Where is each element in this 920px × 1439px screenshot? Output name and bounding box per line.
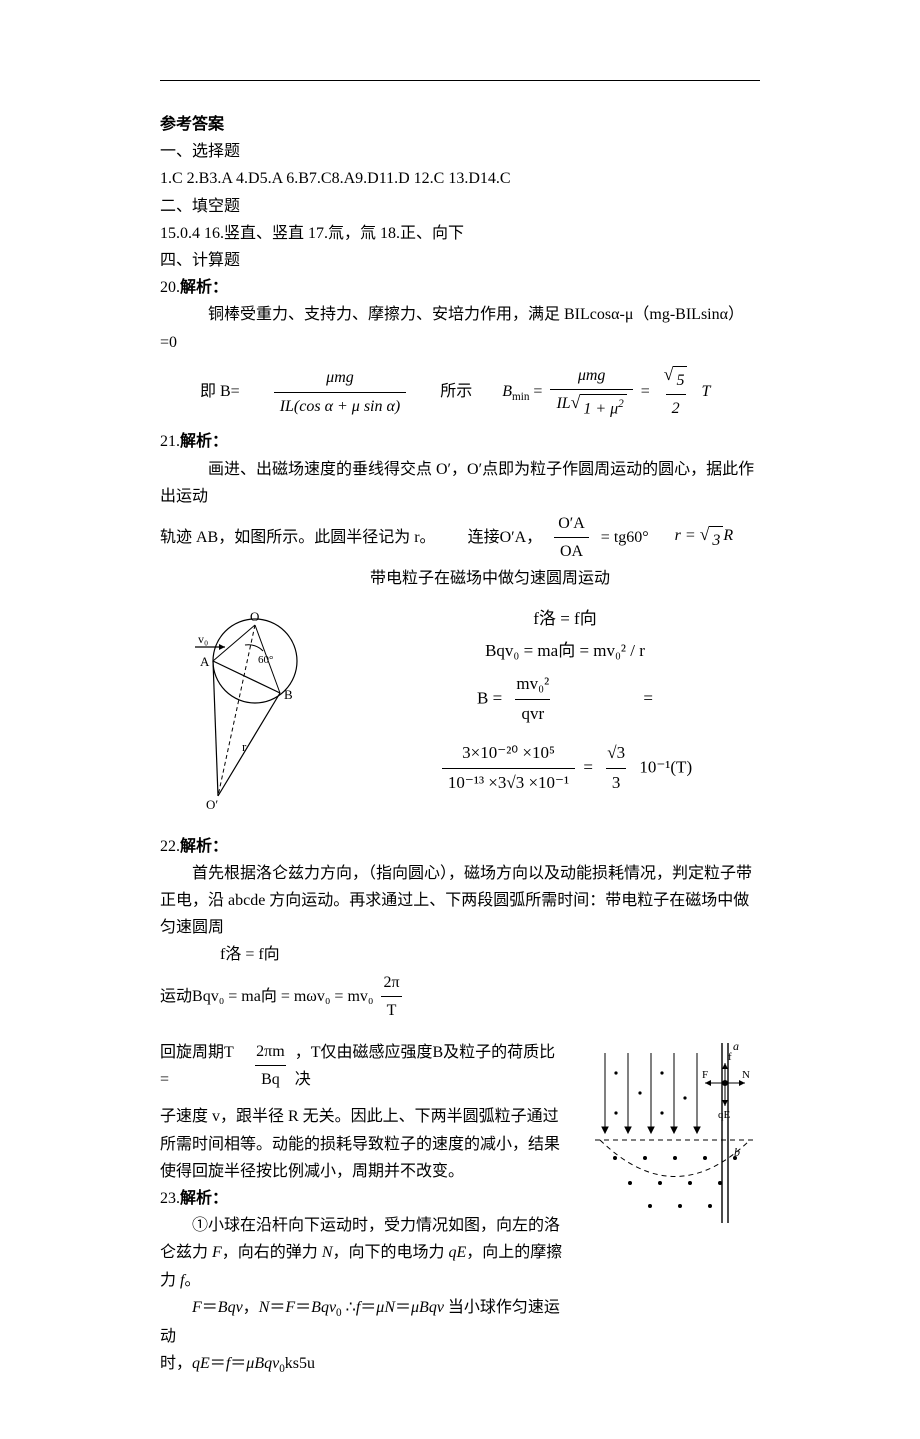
q22-q23-two-col: 回旋周期T = 2πm Bq ，T仅由磁感应强度B及粒子的荷质比决 子速度 v，…	[160, 1038, 760, 1379]
svg-text:O: O	[250, 609, 259, 624]
q20-frac1: μmg IL(cos α + μ sin α)	[274, 364, 407, 419]
q21-line2: 轨迹 AB，如图所示。此圆半径记为 r。 连接O′A， O′A OA = tg6…	[160, 510, 760, 565]
q21-r-tail: R	[723, 527, 733, 544]
q22-period-row: 回旋周期T = 2πm Bq ，T仅由磁感应强度B及粒子的荷质比决	[160, 1038, 570, 1093]
mc-answers-line: 1.C 2.B3.A 4.D5.A 6.B7.C8.A9.D11.D 12.C …	[160, 165, 760, 192]
q21-line1: 画进、出磁场速度的垂线得交点 O′，O′点即为粒子作圆周运动的圆心，据此作出运动	[160, 456, 760, 510]
q20-bmin-sqrt-sup: 2	[618, 398, 624, 410]
q21-figure: v₀ A O 60° B r O′	[160, 601, 350, 825]
q21-line2b-prefix: 连接O′A，	[468, 524, 543, 551]
q20-bmin-sqrt: 1 + μ	[583, 400, 618, 417]
q21-eq2: Bqv₀ = ma向 = mv₀² / r	[370, 637, 760, 666]
q23-eq: F＝Bqv，N＝F＝Bqv0 ∴f＝μN＝μBqv 当小球作匀速运动	[160, 1294, 570, 1350]
q20-bmin-rhsden: 2	[666, 394, 686, 422]
fill-blank-line: 15.0.4 16.竖直、竖直 17.氚，氚 18.正、向下	[160, 220, 760, 247]
svg-text:B: B	[284, 687, 293, 702]
q20-bmin-unit: T	[701, 383, 710, 400]
q21-figure-row: v₀ A O 60° B r O′ f洛 = f向 Bqv₀ = ma向 = m…	[160, 601, 760, 825]
q21-eq-column: f洛 = f向 Bqv₀ = ma向 = mv₀² / r B = mv₀²qv…	[370, 601, 760, 802]
svg-text:qE: qE	[718, 1109, 731, 1121]
svg-text:O′: O′	[206, 797, 218, 812]
q22-period-prefix: 回旋周期T =	[160, 1039, 246, 1093]
q22-eq2-num: 2π	[377, 969, 405, 996]
top-rule	[160, 80, 760, 81]
q21-ratio-eq: = tg60°	[601, 524, 649, 551]
q20-line1: 铜棒受重力、支持力、摩擦力、安培力作用，满足 BILcosα-μ（mg-BILs…	[160, 301, 760, 355]
q21-line2a: 轨迹 AB，如图所示。此圆半径记为 r。	[160, 524, 436, 551]
svg-text:v₀: v₀	[198, 632, 208, 646]
q21-ratio-num: O′A	[552, 510, 591, 537]
q22-period-tail: ，T仅由磁感应强度B及粒子的荷质比决	[295, 1039, 570, 1093]
q22-period-num: 2πm	[250, 1038, 291, 1065]
section-2-heading: 二、填空题	[160, 193, 760, 220]
q20-eq-prefix: 即 B=	[200, 378, 240, 405]
q23-p1: ①小球在沿杆向下运动时，受力情况如图，向左的洛仑兹力 F，向右的弹力 N，向下的…	[160, 1212, 570, 1294]
q21-r-sqrt: 3	[709, 526, 723, 554]
q21-label: 21.解析：	[160, 428, 760, 455]
q21-caption: 带电粒子在磁场中做匀速圆周运动	[160, 565, 760, 592]
q20-bmin-num: μmg	[572, 362, 612, 389]
q23-svg: f F N qE a b	[590, 1038, 760, 1228]
q22-p1: 首先根据洛仑兹力方向，（指向圆心），磁场方向以及动能损耗情况，判定粒子带正电，沿…	[160, 860, 760, 942]
q21-r-lhs: r =	[675, 527, 700, 544]
q21-ratio-den: OA	[554, 537, 589, 565]
q22-eq2-den: T	[381, 996, 403, 1024]
q20-formula: 即 B= μmg IL(cos α + μ sin α) 所示 Bmin = μ…	[160, 362, 760, 423]
svg-text:r: r	[242, 739, 247, 754]
q22-p2: 子速度 v，跟半径 R 无关。因此上、下两半圆弧粒子通过所需时间相等。动能的损耗…	[160, 1103, 570, 1185]
page: 参考答案 一、选择题 1.C 2.B3.A 4.D5.A 6.B7.C8.A9.…	[0, 0, 920, 1439]
q22-eq2-row: 运动 Bqv₀ = ma向 = mωv₀ = mv₀ 2π T	[160, 969, 760, 1024]
svg-text:f: f	[728, 1051, 732, 1063]
q20-bmin-sub: min	[512, 391, 529, 403]
q21-eq1: f洛 = f向	[370, 605, 760, 634]
q20-bmin-denleft: IL	[556, 395, 570, 412]
q23-label: 23.解析：	[160, 1185, 570, 1212]
section-1-heading: 一、选择题	[160, 138, 760, 165]
answers-title: 参考答案	[160, 111, 760, 138]
q20-frac1-num: μmg	[320, 364, 360, 391]
q23-figure: f F N qE a b	[590, 1038, 760, 1237]
svg-text:N: N	[742, 1069, 750, 1081]
text-column: 回旋周期T = 2πm Bq ，T仅由磁感应强度B及粒子的荷质比决 子速度 v，…	[160, 1038, 570, 1379]
svg-text:F: F	[702, 1069, 708, 1081]
svg-text:A: A	[200, 654, 210, 669]
q20-frac1-den: IL(cos α + μ sin α)	[274, 392, 407, 420]
q22-eq1: f洛 = f向	[160, 941, 760, 968]
q20-bmin: Bmin = μmg IL√1 + μ2 = √5 2 T	[502, 362, 710, 423]
q20-mid: 所示	[440, 378, 472, 405]
q22-period-den: Bq	[255, 1065, 286, 1093]
q23-p2: 时，qE＝f＝μBqv0ks5u	[160, 1350, 570, 1379]
section-4-heading: 四、计算题	[160, 247, 760, 274]
svg-text:60°: 60°	[258, 654, 273, 666]
svg-text:a: a	[733, 1039, 739, 1053]
q21-eq3: B = mv₀²qvr =	[370, 670, 760, 729]
q21-eq4: 3×10⁻²⁰ ×10⁵ 10⁻¹³ ×3√3 ×10⁻¹ = √3 3 10⁻…	[370, 739, 760, 798]
q22-eq2-prefix: 运动	[160, 983, 192, 1010]
q20-label: 20.解析：	[160, 274, 760, 301]
q22-label: 22.解析：	[160, 833, 760, 860]
q21-svg: v₀ A O 60° B r O′	[160, 601, 350, 816]
q20-bmin-lhs: B	[502, 383, 512, 400]
q21-r-eq: r = √3R	[675, 522, 733, 554]
q22-eq2: Bqv₀ = ma向 = mωv₀ = mv₀	[192, 983, 373, 1010]
